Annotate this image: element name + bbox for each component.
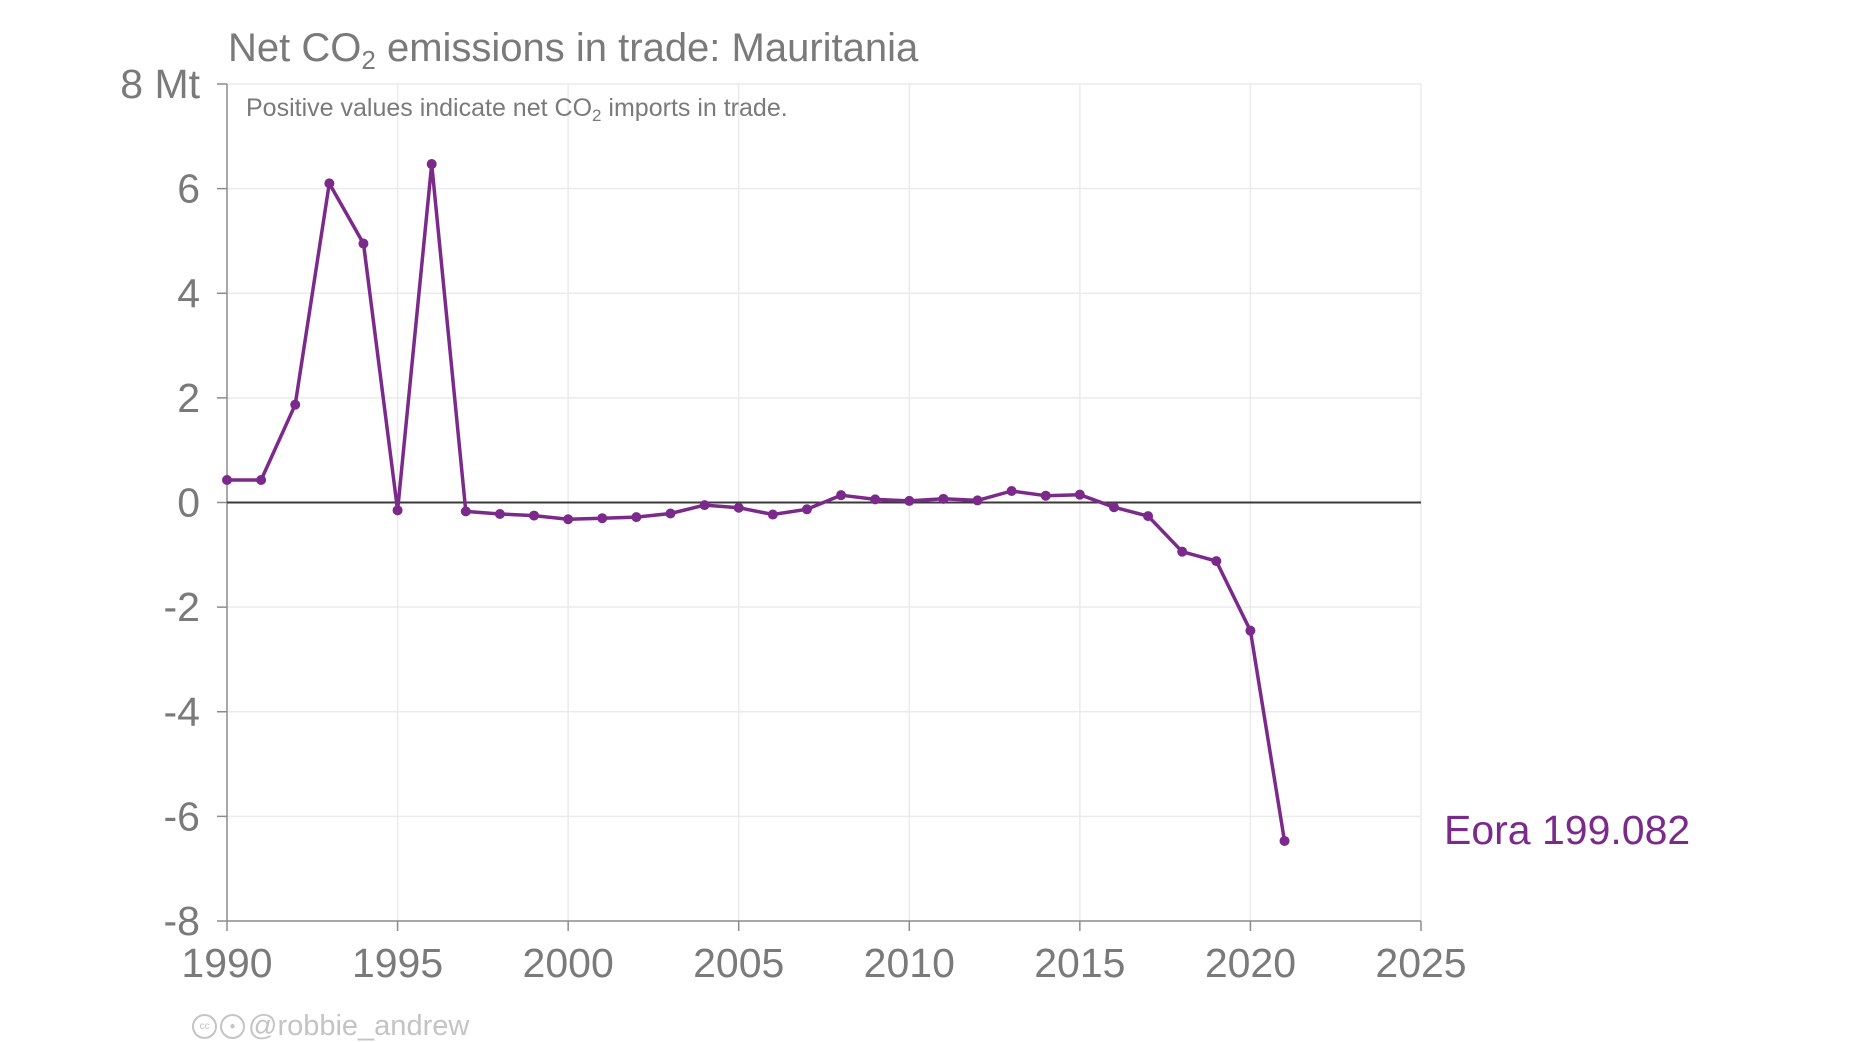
data-point-1995 [392,505,403,516]
y-tick-label--2: -2 [164,584,200,630]
data-point-2006 [767,509,778,520]
data-point-1998 [494,509,505,520]
data-point-1992 [290,399,301,410]
y-tick-label-6: 6 [177,166,200,212]
data-point-2001 [597,513,608,524]
data-point-2000 [563,514,574,525]
data-point-2004 [699,500,710,511]
tick-labels: -8 -6 -4 -2 0 2 4 6 8 Mt 1990 1995 2000 2005 2010 2015… [120,61,1466,986]
data-point-2011 [938,493,949,504]
credit-handle[interactable]: @robbie_andrew [248,1010,470,1042]
data-point-2014 [1040,490,1051,501]
data-point-2021 [1279,835,1290,846]
data-point-1996 [426,159,437,170]
y-tick-label-8: 8 Mt [120,61,200,107]
data-point-1993 [324,178,335,189]
data-point-2019 [1211,556,1222,567]
data-point-1999 [529,510,540,521]
attribution-icon: ● [220,1014,245,1039]
y-tick-label-4: 4 [177,270,200,316]
data-point-2008 [836,490,847,501]
credit[interactable]: cc ● @robbie_andrew [192,1012,469,1041]
x-tick-label-2005: 2005 [693,940,784,986]
y-tick-label--8: -8 [164,898,200,944]
data-point-2012 [972,495,983,506]
data-point-2003 [665,508,676,519]
creative-commons-icon: cc [192,1014,217,1039]
x-tick-label-2010: 2010 [864,940,955,986]
x-tick-label-2025: 2025 [1375,940,1466,986]
data-point-2007 [801,504,812,515]
data-point-1997 [460,506,471,517]
series-line-0 [227,162,1287,842]
data-point-2020 [1245,625,1256,636]
data-point-2010 [904,495,915,506]
data-point-2002 [631,512,642,523]
series-label-eora: Eora 199.082 [1444,807,1691,853]
data-point-2005 [733,502,744,513]
data-point-2009 [870,494,881,505]
data-point-1994 [358,238,369,249]
chart-title: Net CO2 emissions in trade: Mauritania [228,26,919,75]
data-point-1991 [256,475,267,486]
y-tick-label-0: 0 [177,480,200,526]
x-tick-label-2015: 2015 [1034,940,1125,986]
data-point-1990 [222,475,232,486]
x-tick-label-2020: 2020 [1205,940,1296,986]
data-point-2017 [1143,511,1154,522]
x-tick-label-1995: 1995 [352,940,443,986]
data-point-2015 [1074,489,1085,500]
data-point-2013 [1006,485,1017,496]
y-tick-label-2: 2 [177,375,200,421]
data-point-2018 [1177,546,1188,557]
x-tick-label-1990: 1990 [181,940,272,986]
y-tick-label--4: -4 [164,689,200,735]
x-tick-label-2000: 2000 [523,940,614,986]
series-layer [222,159,1290,846]
data-point-2016 [1108,502,1119,513]
chart-subtitle: Positive values indicate net CO2 imports… [246,94,788,125]
y-tick-label--6: -6 [164,793,200,839]
